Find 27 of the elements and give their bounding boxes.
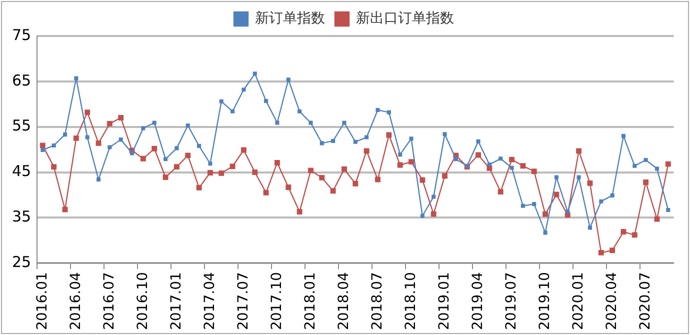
x-tick-label: 2019.01 <box>436 272 452 330</box>
y-tick-label: 55 <box>12 116 32 135</box>
x-tick-label: 2020.04 <box>604 272 620 330</box>
x-tick-label: 2016.04 <box>68 272 84 330</box>
y-tick-label: 45 <box>12 162 32 180</box>
y-tick-label: 25 <box>12 252 32 271</box>
x-tick-label: 2020.07 <box>637 272 654 330</box>
y-tick-label: 65 <box>12 71 32 90</box>
x-tick-label: 2017.04 <box>202 272 218 330</box>
x-tick-label: 2017.10 <box>268 272 285 330</box>
x-tick-label: 2018.04 <box>336 272 352 330</box>
x-tick-label: 2019.07 <box>503 272 520 330</box>
x-tick-label: 2020.01 <box>570 272 586 330</box>
x-tick-label: 2016.01 <box>34 272 50 330</box>
y-tick-label: 35 <box>12 208 32 226</box>
y-tick-label: 75 <box>12 26 32 44</box>
x-tick-label: 2019.10 <box>536 272 553 330</box>
x-tick-label: 2016.07 <box>101 272 118 330</box>
x-tick-label: 2016.10 <box>134 272 151 330</box>
x-tick-label: 2018.01 <box>302 272 318 330</box>
legend-label: 新出口订单指数 <box>356 10 454 27</box>
legend-label: 新订单指数 <box>255 10 325 27</box>
x-tick-label: 2018.10 <box>402 272 419 330</box>
x-tick-label: 2018.07 <box>369 272 386 330</box>
x-tick-label: 2017.01 <box>168 272 184 330</box>
x-tick-label: 2019.04 <box>470 272 486 330</box>
x-tick-label: 2017.07 <box>235 272 252 330</box>
